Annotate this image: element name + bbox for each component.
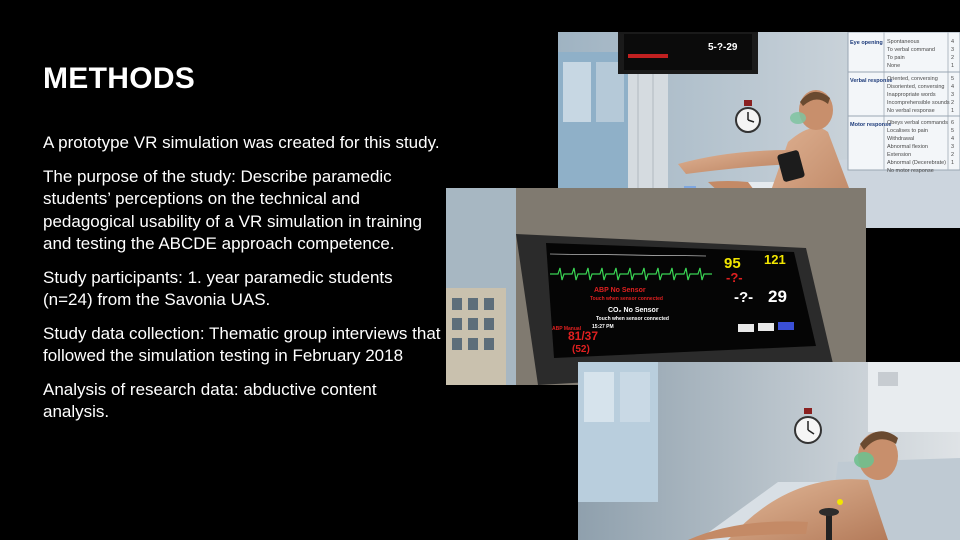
patient-room-image: 5-?-29	[558, 32, 960, 228]
monitor-button[interactable]	[758, 323, 774, 331]
vital-monitor-image: 95 121 -?- -?- 29 ABP No Sensor Touch wh…	[446, 188, 866, 385]
gcs-score: 6	[951, 120, 954, 126]
monitor-button[interactable]	[778, 322, 794, 330]
gcs-score: 3	[951, 47, 954, 53]
gcs-item: Incomprehensible sounds	[887, 100, 950, 106]
gcs-score: 4	[951, 136, 954, 142]
gcs-item: Spontaneous	[887, 39, 920, 45]
gcs-score: 5	[951, 76, 954, 82]
paragraph-participants: Study participants: 1. year paramedic st…	[43, 267, 393, 310]
abp-manual-label: ABP Manual	[552, 326, 582, 332]
gcs-item: Extension	[887, 152, 911, 158]
paragraph-purpose: The purpose of the study: Describe param…	[43, 166, 422, 254]
gcs-score: 1	[951, 63, 954, 69]
gcs-score: 4	[951, 84, 954, 90]
gcs-score: 5	[951, 128, 954, 134]
co2-touch-text: Touch when sensor connected	[596, 316, 669, 322]
gcs-item: Obeys verbal commands	[887, 120, 948, 126]
gcs-score: 2	[951, 55, 954, 61]
gcs-item: To pain	[887, 55, 905, 61]
gcs-score: 1	[951, 108, 954, 114]
vr-screenshot-patient-oxygen	[578, 362, 960, 540]
map-value: (52)	[572, 344, 590, 355]
vr-screenshot-vital-monitor: 95 121 -?- -?- 29 ABP No Sensor Touch wh…	[446, 188, 866, 385]
bp-value: 81/37	[568, 329, 598, 343]
gcs-item: Oriented, conversing	[887, 76, 938, 82]
gcs-item: No verbal response	[887, 108, 935, 114]
gcs-item: Localises to pain	[887, 128, 928, 134]
gcs-score: 2	[951, 100, 954, 106]
ecg-waveform	[550, 267, 712, 281]
vr-screenshot-patient-room: 5-?-29	[558, 32, 960, 228]
gcs-item: To verbal command	[887, 47, 935, 53]
gcs-motor-head: Motor response	[850, 122, 891, 128]
gcs-score: 4	[951, 39, 954, 45]
gcs-item: No motor response	[887, 168, 934, 174]
monitor-button[interactable]	[738, 324, 754, 332]
dash-value-b: -?-	[734, 289, 753, 306]
bp-cuff	[777, 150, 805, 182]
paragraph-analysis: Analysis of research data: abductive con…	[43, 379, 377, 422]
gcs-score: 3	[951, 92, 954, 98]
patient-oxygen-image	[578, 362, 960, 540]
gcs-item: Disoriented, conversing	[887, 84, 944, 90]
gcs-verbal-head: Verbal response	[850, 78, 893, 84]
hr-value: 95	[724, 255, 741, 272]
spo2-value: 121	[764, 252, 786, 267]
abp-no-sensor: ABP No Sensor	[594, 287, 646, 294]
gcs-item: Withdrawal	[887, 136, 914, 142]
slide-body: A prototype VR simulation was created fo…	[43, 132, 443, 435]
gcs-item: Inappropriate words	[887, 92, 936, 98]
top-monitor-value: 5-?-29	[708, 42, 738, 53]
gcs-item: Abnormal (Decerebrate)	[887, 160, 946, 166]
gcs-item: None	[887, 63, 900, 69]
paragraph-data-collection: Study data collection: Thematic group in…	[43, 323, 441, 366]
rr-value: 29	[768, 287, 787, 306]
gcs-card: Eye opening Spontaneous To verbal comman…	[847, 32, 960, 174]
slide-title: METHODS	[43, 62, 196, 95]
co2-no-sensor: CO₂ No Sensor	[608, 307, 659, 314]
paragraph-prototype: A prototype VR simulation was created fo…	[43, 133, 440, 152]
gcs-eye-head: Eye opening	[850, 40, 883, 46]
gcs-item: Abnormal flexion	[887, 144, 928, 150]
oxygen-mask	[854, 452, 874, 468]
gcs-score: 2	[951, 152, 954, 158]
abp-time: 15:27 PM	[592, 324, 614, 330]
dash-value-a: -?-	[726, 270, 743, 285]
gcs-score: 1	[951, 160, 954, 166]
gcs-score: 3	[951, 144, 954, 150]
abp-touch-text: Touch when sensor connected	[590, 296, 663, 302]
